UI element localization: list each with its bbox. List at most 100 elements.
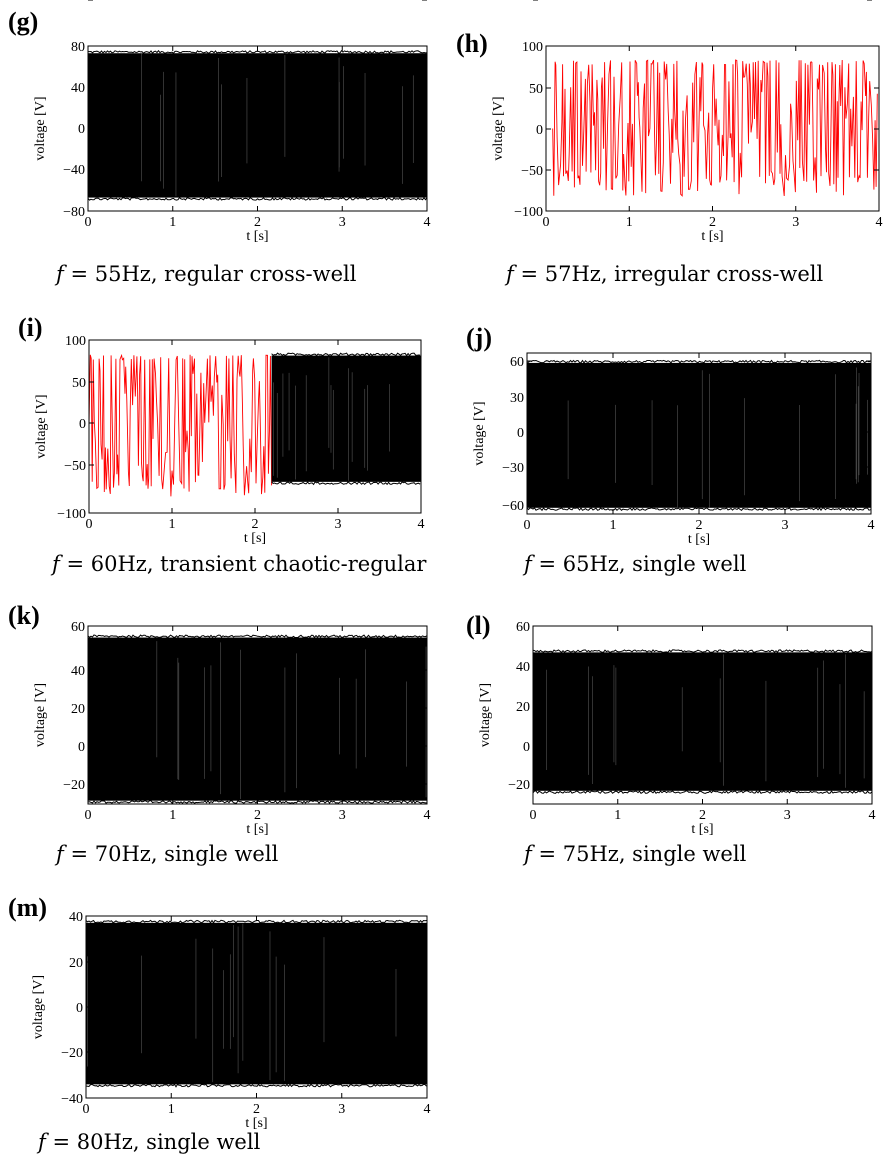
x-tick-label: 0 xyxy=(86,517,93,532)
y-tick-label: 100 xyxy=(522,40,543,55)
y-tick-label: 40 xyxy=(69,910,83,925)
y-tick-label: −20 xyxy=(508,778,530,793)
x-tick-label: 2 xyxy=(254,215,261,230)
x-tick-label: 2 xyxy=(709,215,716,230)
y-tick-label: −40 xyxy=(508,0,530,4)
x-tick-label: 0 xyxy=(85,215,92,230)
x-tick-label: 1 xyxy=(610,518,617,533)
y-tick-label: 0 xyxy=(523,740,530,755)
series-0 xyxy=(87,634,428,805)
x-tick-label: 0 xyxy=(85,808,92,823)
x-tick-label: 2 xyxy=(699,808,706,823)
signal-trace xyxy=(552,59,878,197)
y-tick-label: −80 xyxy=(63,205,85,220)
x-tick-label: 4 xyxy=(424,215,431,230)
signal-band xyxy=(88,53,427,198)
y-tick-label: −40 xyxy=(63,0,85,4)
x-axis-label: t [s] xyxy=(691,822,713,837)
y-tick-label: 40 xyxy=(516,660,530,675)
chart-m: (m) 0 1 2 3 4 40 20 0 −20 −40 t [s] voltage [V] xyxy=(8,893,431,1131)
lower-envelope xyxy=(271,481,421,486)
y-tick-label: −30 xyxy=(502,461,524,476)
x-tick-label: 0 xyxy=(83,1102,90,1117)
panel-tag: (g) xyxy=(8,7,38,36)
y-tick-label: 20 xyxy=(71,702,85,717)
y-tick-label: 40 xyxy=(71,81,85,96)
panel-tag: (j) xyxy=(466,323,492,352)
y-tick-label: 20 xyxy=(516,700,530,715)
panel-tag: (h) xyxy=(456,29,488,58)
y-tick-label: 60 xyxy=(516,620,530,635)
x-tick-label: 3 xyxy=(792,215,799,230)
x-tick-label: 0 xyxy=(530,808,537,823)
y-axis-label: voltage [V] xyxy=(33,96,48,160)
x-tick-label: 3 xyxy=(782,518,789,533)
x-tick-label: 3 xyxy=(339,808,346,823)
y-tick-label: 100 xyxy=(65,334,86,349)
panel-tag: (i) xyxy=(18,313,43,342)
series-1 xyxy=(271,352,421,486)
y-tick-label: 60 xyxy=(71,620,85,635)
upper-envelope xyxy=(87,634,428,639)
y-axis-label: voltage [V] xyxy=(491,96,506,160)
y-tick-label: −20 xyxy=(61,1046,83,1061)
y-tick-label: −40 xyxy=(61,1092,83,1107)
y-tick-label: 40 xyxy=(71,664,85,679)
chart-i: (i) 0 1 2 3 4 100 50 0 −50 −100 t [s] voltage [V] xyxy=(18,313,425,546)
x-tick-label: 2 xyxy=(252,517,259,532)
y-axis-label: voltage [V] xyxy=(31,975,46,1039)
x-axis-label: t [s] xyxy=(246,822,268,837)
y-tick-label: 0 xyxy=(78,122,85,137)
y-tick-label: 80 xyxy=(71,40,85,55)
caption-i: f = 60Hz, transient chaotic-regular xyxy=(52,552,427,576)
upper-envelope xyxy=(526,359,871,364)
series-0 xyxy=(85,919,427,1088)
signal-band xyxy=(527,362,871,508)
x-tick-label: 3 xyxy=(338,1102,345,1117)
x-tick-label: 1 xyxy=(626,215,633,230)
lower-envelope xyxy=(87,196,428,201)
series-0 xyxy=(88,353,273,497)
signal-trace xyxy=(88,353,273,497)
y-tick-label: −20 xyxy=(63,778,85,793)
signal-band xyxy=(533,652,872,791)
upper-envelope xyxy=(88,49,428,54)
series-0 xyxy=(526,359,871,512)
x-tick-label: 3 xyxy=(335,517,342,532)
y-tick-label: 0 xyxy=(517,426,524,441)
y-axis-label: voltage [V] xyxy=(33,683,48,747)
lower-envelope xyxy=(526,506,871,512)
y-tick-label: −50 xyxy=(64,459,86,474)
x-tick-label: 1 xyxy=(614,808,621,823)
upper-envelope xyxy=(271,352,421,357)
series-0 xyxy=(87,49,428,201)
caption-g: f = 55Hz, regular cross-well xyxy=(56,262,357,286)
x-axis-label: t [s] xyxy=(701,229,723,244)
caption-h: f = 57Hz, irregular cross-well xyxy=(506,262,824,286)
upper-envelope xyxy=(532,649,873,654)
chart-g: (g) 0 1 2 3 4 80 40 0 −40 −80 t [s] voltage [V] xyxy=(8,7,431,244)
y-tick-label: 50 xyxy=(529,82,543,97)
x-tick-label: 4 xyxy=(876,215,883,230)
caption-j: f = 65Hz, single well xyxy=(524,552,747,576)
y-tick-label: 30 xyxy=(510,391,524,406)
series-0 xyxy=(532,649,873,795)
x-tick-label: 3 xyxy=(339,215,346,230)
x-axis-label: t [s] xyxy=(245,1116,267,1131)
lower-envelope xyxy=(532,790,873,795)
caption-l: f = 75Hz, single well xyxy=(524,842,747,866)
panel-tag: (k) xyxy=(8,601,40,630)
signal-band xyxy=(88,637,427,801)
y-tick-label: 50 xyxy=(72,376,86,391)
y-tick-label: −100 xyxy=(57,507,86,522)
x-tick-label: 4 xyxy=(868,518,875,533)
y-tick-label: −100 xyxy=(514,205,543,220)
panel-tag: (l) xyxy=(466,611,491,640)
y-axis-label: voltage [V] xyxy=(478,683,493,747)
y-tick-label: 0 xyxy=(79,417,86,432)
x-tick-label: 0 xyxy=(524,518,531,533)
y-axis-label: voltage [V] xyxy=(472,401,487,465)
